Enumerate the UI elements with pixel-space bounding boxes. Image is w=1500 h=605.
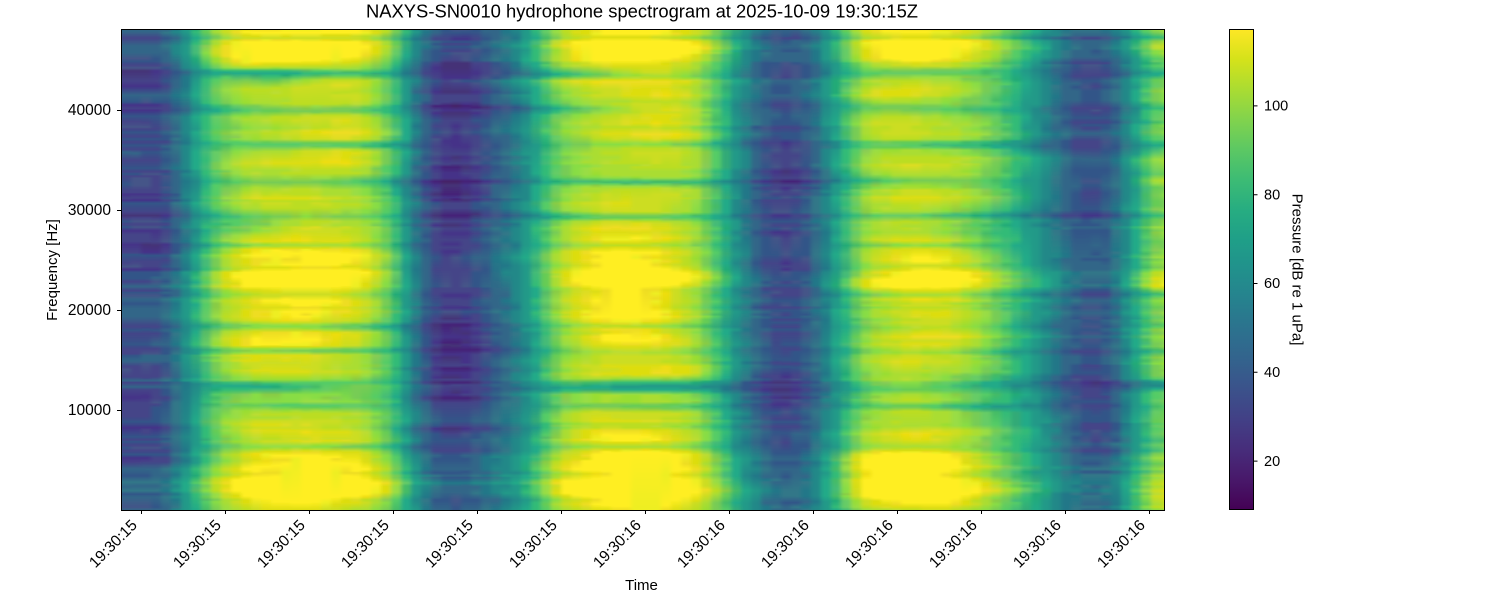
svg-text:20: 20 [1264,454,1280,470]
svg-text:20000: 20000 [68,302,111,319]
svg-text:NAXYS-SN0010 hydrophone spectr: NAXYS-SN0010 hydrophone spectrogram at 2… [366,1,918,22]
svg-text:Frequency [Hz]: Frequency [Hz] [44,219,61,321]
svg-text:Time: Time [625,577,658,594]
svg-text:30000: 30000 [68,202,111,219]
svg-text:40000: 40000 [68,102,111,119]
svg-text:100: 100 [1264,99,1288,115]
svg-text:80: 80 [1264,187,1280,203]
svg-text:10000: 10000 [68,402,111,419]
svg-text:Pressure [dB re 1 uPa]: Pressure [dB re 1 uPa] [1289,194,1306,346]
svg-text:60: 60 [1264,276,1280,292]
svg-text:40: 40 [1264,365,1280,381]
